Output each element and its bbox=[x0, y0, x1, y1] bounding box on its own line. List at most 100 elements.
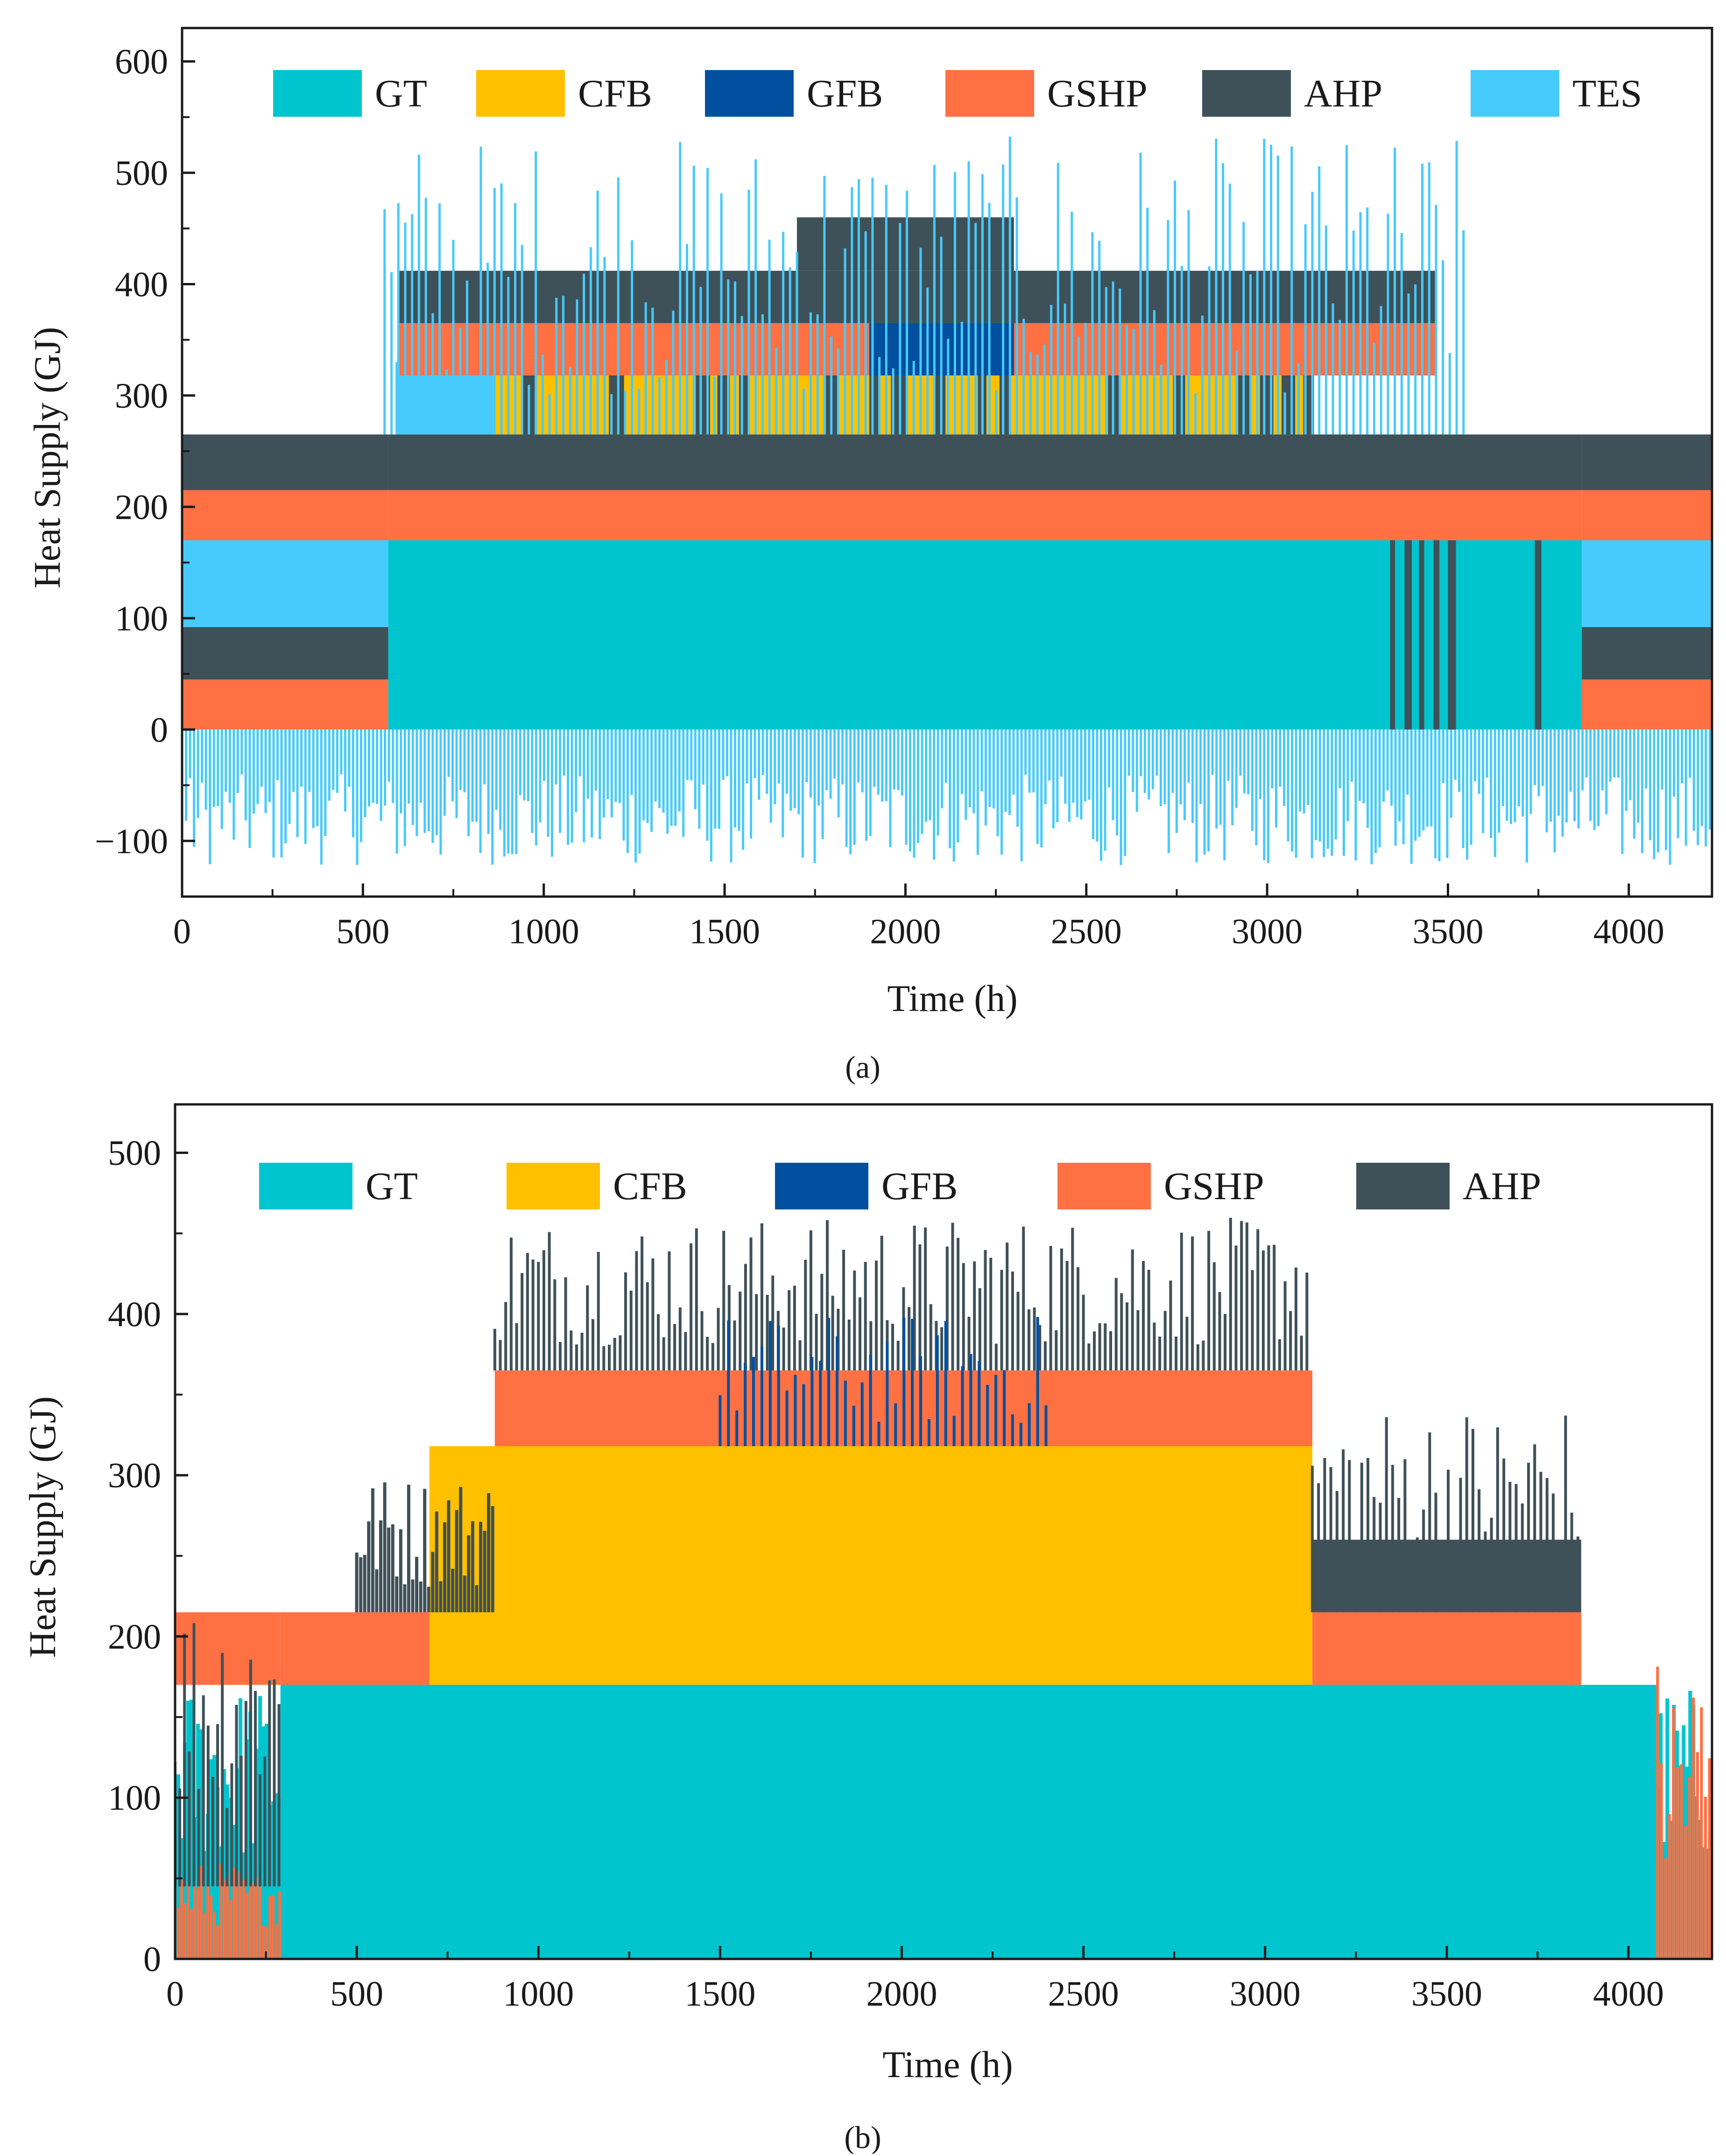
a-ahp-band bbox=[182, 434, 388, 490]
a-ahp-band bbox=[399, 270, 1437, 323]
b-gshp-band bbox=[175, 1612, 281, 1685]
panel-a-caption: (a) bbox=[845, 1049, 880, 1085]
b-ahp-spikes bbox=[355, 1482, 494, 1612]
b-legend-swatch-gfb bbox=[775, 1163, 868, 1209]
a-x-tick-label: 3000 bbox=[1232, 912, 1303, 951]
panel-b-frame bbox=[174, 1103, 1713, 1960]
a-ahp-band bbox=[934, 375, 946, 435]
b-x-tick-label: 1500 bbox=[684, 1974, 755, 2014]
a-tes-spikes bbox=[383, 136, 1465, 435]
b-x-tick-label: 1000 bbox=[503, 1974, 574, 2014]
b-legend-label-cfb: CFB bbox=[613, 1165, 687, 1208]
panel-b-x-axis-title: Time (h) bbox=[882, 2044, 1013, 2085]
b-x-tick-label: 3000 bbox=[1230, 1974, 1301, 2014]
a-legend-swatch-cfb bbox=[476, 70, 565, 117]
a-gshp-band bbox=[1582, 679, 1712, 730]
panel-b-plot-area bbox=[175, 1217, 1712, 1959]
b-x-tick-label: 2000 bbox=[867, 1974, 937, 2014]
a-x-tick-label: 2000 bbox=[870, 912, 941, 951]
b-gfb-spikes bbox=[719, 1317, 1048, 1446]
a-legend-swatch-tes bbox=[1471, 70, 1559, 117]
a-x-tick-label: 3500 bbox=[1412, 912, 1483, 951]
a-x-tick-label: 500 bbox=[336, 912, 389, 951]
panel-a-legend: GT CFB GFB GSHP AHP TES bbox=[273, 70, 1642, 117]
a-ahp-band bbox=[1582, 627, 1712, 679]
panel-b-axes: 0 500 1000 1500 2000 2500 3000 3500 4000 0 100 200 3… bbox=[108, 1134, 1664, 2014]
a-ahp-band bbox=[1433, 540, 1440, 730]
b-gshp-spikes bbox=[1656, 1667, 1711, 1959]
a-x-tick-label: 0 bbox=[173, 912, 191, 951]
b-gt-band bbox=[280, 1685, 1658, 1959]
a-legend-label-tes: TES bbox=[1572, 72, 1642, 115]
b-x-tick-label: 2500 bbox=[1048, 1974, 1119, 2014]
a-gshp-band bbox=[1582, 490, 1712, 540]
a-ahp-band bbox=[796, 217, 1014, 271]
a-ahp-band bbox=[1419, 540, 1424, 730]
b-y-tick-label: 400 bbox=[108, 1295, 161, 1334]
b-x-tick-label: 500 bbox=[330, 1974, 383, 2014]
b-ahp-spikes bbox=[1310, 1415, 1579, 1612]
b-gshp-spikes bbox=[175, 1864, 282, 1959]
panel-b-y-axis-title: Heat Supply (GJ) bbox=[22, 1396, 63, 1658]
a-legend-label-gshp: GSHP bbox=[1047, 72, 1148, 115]
a-gshp-band bbox=[182, 679, 388, 730]
b-y-tick-label: 0 bbox=[143, 1940, 161, 1979]
a-legend-swatch-ahp bbox=[1202, 70, 1291, 117]
a-ahp-band bbox=[1404, 540, 1412, 730]
a-ahp-band bbox=[999, 375, 1010, 435]
a-legend-label-gt: GT bbox=[375, 72, 427, 115]
a-ahp-band bbox=[1448, 540, 1456, 730]
panel-b-caption: (b) bbox=[844, 2120, 881, 2154]
b-ahp-band bbox=[1312, 1540, 1581, 1612]
a-ahp-band bbox=[1282, 375, 1296, 435]
b-y-tick-label: 300 bbox=[108, 1456, 161, 1495]
a-tes-band bbox=[1582, 540, 1712, 627]
a-legend-label-gfb: GFB bbox=[807, 72, 883, 115]
b-y-tick-label: 500 bbox=[108, 1134, 161, 1173]
panel-a: 0 500 1000 1500 2000 2500 3000 3500 4000 −100 0 100… bbox=[27, 27, 1713, 1085]
b-cfb-band bbox=[429, 1446, 1312, 1685]
b-y-tick-label: 200 bbox=[108, 1617, 161, 1656]
a-ahp-band bbox=[182, 627, 388, 679]
b-legend-swatch-cfb bbox=[507, 1163, 600, 1209]
a-y-tick-label: 400 bbox=[115, 265, 168, 304]
b-legend-label-gfb: GFB bbox=[881, 1165, 958, 1208]
b-legend-label-gshp: GSHP bbox=[1164, 1165, 1264, 1208]
panel-a-axes: 0 500 1000 1500 2000 2500 3000 3500 4000 −100 0 100… bbox=[95, 42, 1664, 951]
panel-a-x-axis-title: Time (h) bbox=[887, 978, 1017, 1019]
b-legend-swatch-gshp bbox=[1057, 1163, 1151, 1209]
a-tes-spikes bbox=[182, 729, 1711, 865]
a-y-tick-label: 100 bbox=[115, 599, 168, 638]
a-x-tick-label: 4000 bbox=[1593, 912, 1664, 951]
panel-a-plot-area bbox=[182, 136, 1712, 865]
b-x-tick-label: 4000 bbox=[1593, 1974, 1664, 2014]
a-gt-band bbox=[388, 540, 1582, 730]
a-x-tick-label: 1500 bbox=[689, 912, 760, 951]
a-y-tick-label: 600 bbox=[115, 42, 168, 82]
a-ahp-band bbox=[869, 375, 879, 435]
a-ahp-band bbox=[388, 434, 1582, 490]
a-gshp-band bbox=[182, 490, 388, 540]
a-tes-band bbox=[182, 540, 388, 627]
panel-a-frame bbox=[181, 27, 1713, 898]
a-legend-label-ahp: AHP bbox=[1304, 72, 1382, 115]
a-ahp-band bbox=[1390, 540, 1395, 730]
a-y-tick-label: 300 bbox=[115, 376, 168, 416]
a-x-tick-label: 2500 bbox=[1051, 912, 1122, 951]
b-ahp-spikes bbox=[175, 1623, 281, 1887]
a-y-tick-label: 0 bbox=[150, 710, 168, 749]
a-legend-swatch-gfb bbox=[705, 70, 794, 117]
a-ahp-band bbox=[739, 375, 748, 435]
b-y-tick-label: 100 bbox=[108, 1779, 161, 1818]
a-gshp-band bbox=[388, 490, 1582, 540]
b-legend-label-ahp: AHP bbox=[1463, 1165, 1541, 1208]
b-gshp-band bbox=[1312, 1612, 1581, 1685]
b-ahp-spikes bbox=[493, 1217, 1309, 1371]
b-x-tick-label: 0 bbox=[166, 1974, 184, 2014]
a-y-tick-label: 500 bbox=[115, 154, 168, 193]
a-ahp-band bbox=[1582, 434, 1712, 490]
a-y-tick-label: 200 bbox=[115, 488, 168, 527]
b-x-tick-label: 3500 bbox=[1411, 1974, 1482, 2014]
panel-a-y-axis-title: Heat Supply (GJ) bbox=[27, 327, 68, 588]
